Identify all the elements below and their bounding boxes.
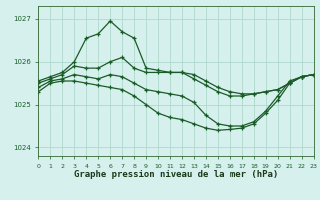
X-axis label: Graphe pression niveau de la mer (hPa): Graphe pression niveau de la mer (hPa) xyxy=(74,170,278,179)
